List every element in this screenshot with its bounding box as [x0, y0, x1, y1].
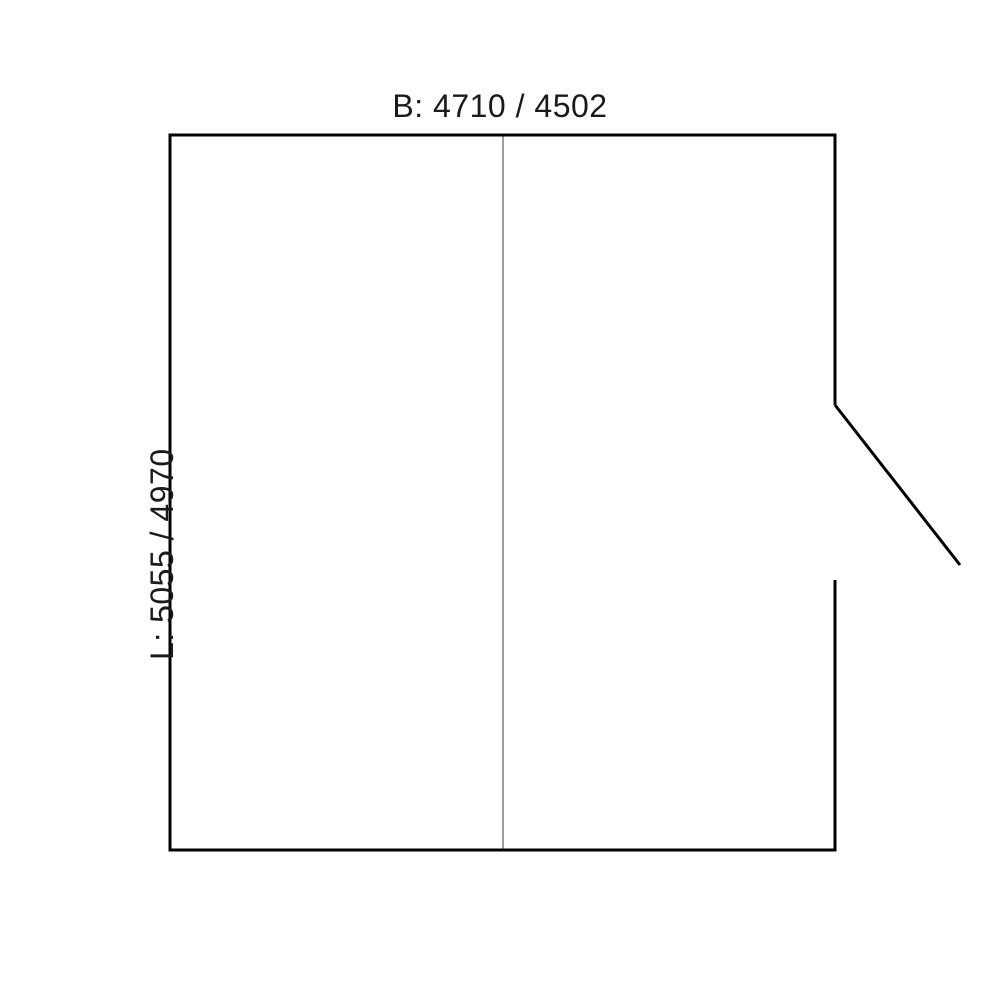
width-dimension-label: B: 4710 / 4502 — [0, 88, 1000, 125]
floorplan-diagram: B: 4710 / 4502 L: 5055 / 4970 — [0, 0, 1000, 1000]
length-dimension-label: L: 5055 / 4970 — [144, 448, 181, 660]
